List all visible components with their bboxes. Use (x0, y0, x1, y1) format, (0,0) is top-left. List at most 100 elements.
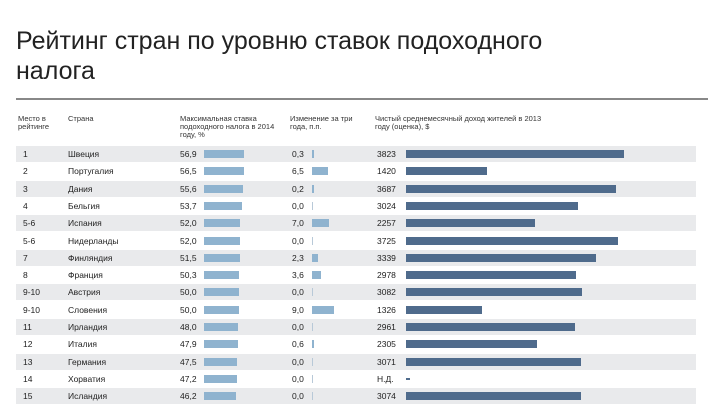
header-rank: Место в рейтинге (18, 114, 50, 131)
table-row: 4 Бельгия 53,7 0,0 3024 (16, 198, 696, 214)
income-bar (406, 201, 578, 210)
table-row: 15 Исландия 46,2 0,0 3074 (16, 388, 696, 405)
change-bar (312, 392, 313, 401)
income-bar (406, 323, 575, 331)
change-value: 0,0 (292, 322, 304, 332)
rate-value: 51,5 (180, 252, 197, 263)
rate-bar (204, 167, 244, 176)
country-cell: Франция (68, 270, 103, 281)
income-value: 1326 (377, 304, 396, 315)
change-value: 0,0 (292, 373, 304, 384)
header-country: Страна (68, 114, 94, 123)
rate-value: 50,3 (180, 270, 197, 281)
rate-bar (204, 374, 237, 383)
rank-cell: 4 (23, 200, 28, 211)
income-value: 3082 (377, 287, 396, 298)
rank-cell: 12 (23, 339, 33, 350)
table-row: 9-10 Австрия 50,0 0,0 3082 (16, 284, 696, 301)
change-bar (312, 271, 321, 280)
rate-value: 56,9 (180, 149, 197, 159)
income-value: 1420 (377, 166, 396, 177)
rank-cell: 8 (23, 270, 28, 281)
rate-bar (204, 323, 238, 331)
income-value: 2305 (377, 339, 396, 350)
income-value: 3024 (377, 200, 396, 211)
rank-cell: 14 (23, 373, 33, 384)
income-bar (406, 219, 535, 228)
income-value: 3074 (377, 391, 396, 402)
rate-bar (204, 357, 237, 366)
income-bar (406, 340, 537, 349)
rank-cell: 15 (23, 391, 33, 402)
change-value: 0,3 (292, 149, 304, 159)
change-value: 3,6 (292, 270, 304, 281)
rank-cell: 9-10 (23, 287, 41, 298)
country-cell: Нидерланды (68, 235, 119, 246)
rate-bar (204, 150, 244, 158)
income-value: 3687 (377, 183, 396, 194)
rate-bar (204, 288, 239, 297)
rate-value: 52,0 (180, 235, 197, 246)
income-value: 3339 (377, 252, 396, 263)
change-bar (312, 236, 313, 245)
income-value: 2257 (377, 218, 396, 229)
country-cell: Италия (68, 339, 97, 350)
income-bar (406, 305, 482, 314)
rate-bar (204, 253, 240, 262)
rate-bar (204, 271, 239, 280)
income-value: 3823 (377, 149, 396, 159)
income-bar (406, 357, 581, 366)
income-bar (406, 184, 616, 193)
change-value: 9,0 (292, 304, 304, 315)
country-cell: Португалия (68, 166, 114, 177)
rank-cell: 2 (23, 166, 28, 177)
change-bar (312, 150, 314, 158)
table-row: 8 Франция 50,3 3,6 2978 (16, 267, 696, 283)
rank-cell: 3 (23, 183, 28, 194)
change-bar (312, 374, 313, 383)
income-bar (406, 167, 487, 176)
table-row: 12 Италия 47,9 0,6 2305 (16, 336, 696, 352)
income-value: Н.Д. (377, 373, 394, 384)
income-bar (406, 150, 624, 158)
rank-cell: 5-6 (23, 235, 36, 246)
change-bar (312, 340, 314, 349)
rate-value: 50,0 (180, 287, 197, 298)
country-cell: Бельгия (68, 200, 100, 211)
country-cell: Исландия (68, 391, 108, 402)
change-value: 7,0 (292, 218, 304, 229)
income-value: 3071 (377, 356, 396, 367)
country-cell: Дания (68, 183, 93, 194)
income-bar (406, 288, 582, 297)
country-cell: Австрия (68, 287, 101, 298)
change-value: 0,2 (292, 183, 304, 194)
country-cell: Финляндия (68, 252, 113, 263)
rank-cell: 7 (23, 252, 28, 263)
table-row: 5-6 Испания 52,0 7,0 2257 (16, 215, 696, 232)
change-bar (312, 357, 313, 366)
change-bar (312, 184, 314, 193)
change-bar (312, 167, 328, 176)
rate-bar (204, 340, 238, 349)
rate-value: 48,0 (180, 322, 197, 332)
rank-cell: 9-10 (23, 304, 41, 315)
change-value: 0,0 (292, 356, 304, 367)
rate-value: 47,5 (180, 356, 197, 367)
country-cell: Ирландия (68, 322, 108, 332)
country-cell: Швеция (68, 149, 100, 159)
income-value: 2961 (377, 322, 396, 332)
rate-bar (204, 184, 243, 193)
change-value: 0,0 (292, 287, 304, 298)
rate-bar (204, 201, 242, 210)
rank-cell: 1 (23, 149, 28, 159)
header-income: Чистый среднемесячный доход жителей в 20… (375, 114, 542, 131)
income-bar (406, 253, 596, 262)
table-row: 5-6 Нидерланды 52,0 0,0 3725 (16, 233, 696, 249)
change-value: 6,5 (292, 166, 304, 177)
change-bar (312, 323, 313, 331)
table-row: 14 Хорватия 47,2 0,0 Н.Д. (16, 371, 696, 387)
table-row: 13 Германия 47,5 0,0 3071 (16, 353, 696, 370)
rate-value: 56,5 (180, 166, 197, 177)
header-change: Изменение за три года, п.п. (290, 114, 353, 131)
rate-value: 47,9 (180, 339, 197, 350)
